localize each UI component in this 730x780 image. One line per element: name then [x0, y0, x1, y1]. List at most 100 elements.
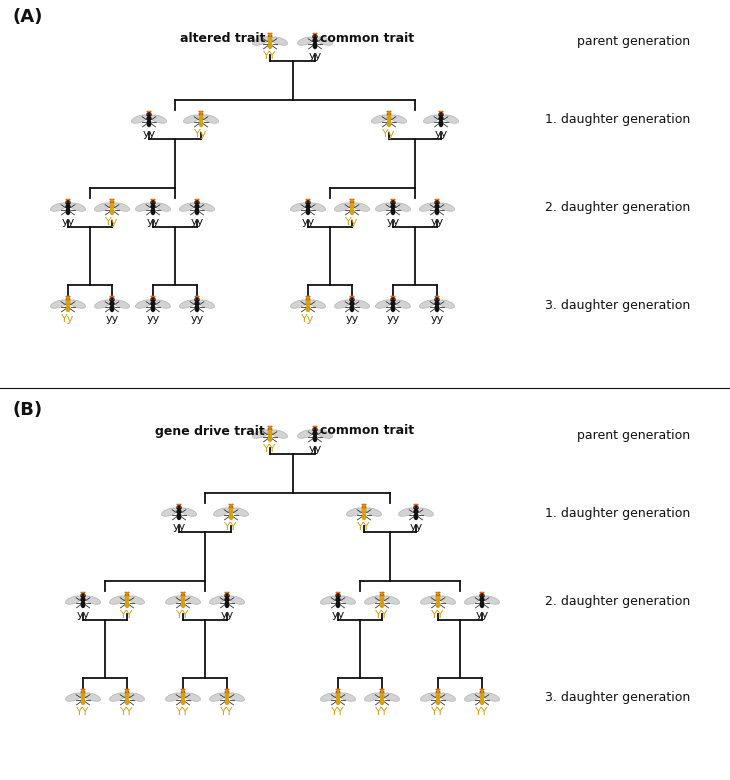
Ellipse shape — [180, 601, 185, 608]
Text: 1. daughter generation: 1. daughter generation — [545, 114, 690, 126]
Circle shape — [437, 592, 439, 594]
Ellipse shape — [136, 300, 152, 308]
Circle shape — [351, 296, 353, 297]
Ellipse shape — [228, 512, 234, 520]
Ellipse shape — [154, 300, 171, 308]
Circle shape — [361, 505, 366, 510]
Ellipse shape — [361, 512, 366, 520]
Circle shape — [353, 296, 355, 297]
Ellipse shape — [180, 508, 196, 516]
Circle shape — [434, 200, 439, 205]
Text: YY: YY — [331, 707, 345, 718]
Circle shape — [225, 594, 226, 596]
Circle shape — [196, 296, 198, 297]
Circle shape — [225, 691, 226, 693]
Circle shape — [383, 594, 384, 596]
Ellipse shape — [66, 207, 71, 215]
Circle shape — [391, 296, 392, 297]
Circle shape — [390, 111, 391, 112]
Circle shape — [150, 297, 155, 303]
Circle shape — [148, 111, 150, 112]
Circle shape — [309, 298, 310, 300]
Circle shape — [268, 428, 269, 430]
Ellipse shape — [80, 597, 85, 602]
Circle shape — [480, 593, 485, 598]
Text: YY: YY — [264, 445, 277, 455]
Ellipse shape — [464, 693, 481, 701]
Circle shape — [349, 297, 355, 303]
Circle shape — [125, 594, 126, 596]
Circle shape — [269, 33, 271, 34]
Circle shape — [124, 690, 130, 695]
Ellipse shape — [224, 597, 230, 602]
Text: yy: yy — [308, 51, 322, 62]
Ellipse shape — [110, 693, 126, 701]
Ellipse shape — [339, 693, 356, 701]
Text: yy: yy — [431, 314, 444, 324]
Circle shape — [80, 593, 85, 598]
Circle shape — [391, 199, 392, 200]
Circle shape — [128, 594, 129, 596]
Circle shape — [181, 691, 182, 693]
Circle shape — [481, 689, 483, 690]
Text: yy: yy — [147, 218, 160, 227]
Text: yy: yy — [77, 611, 90, 620]
Text: YY: YY — [375, 611, 389, 620]
Circle shape — [83, 594, 85, 596]
Ellipse shape — [380, 697, 385, 705]
Ellipse shape — [166, 596, 182, 604]
Circle shape — [363, 504, 365, 505]
Circle shape — [146, 112, 152, 117]
Circle shape — [110, 199, 111, 200]
Ellipse shape — [228, 693, 245, 701]
Circle shape — [437, 201, 439, 203]
Text: yy: yy — [308, 445, 322, 455]
Ellipse shape — [177, 509, 182, 514]
Circle shape — [438, 112, 444, 117]
Circle shape — [349, 200, 355, 205]
Circle shape — [198, 298, 199, 300]
Circle shape — [312, 34, 318, 39]
Ellipse shape — [150, 301, 155, 306]
Circle shape — [111, 296, 113, 297]
Circle shape — [314, 33, 316, 34]
Circle shape — [228, 689, 229, 690]
Circle shape — [414, 506, 415, 508]
Text: Yy: Yy — [345, 218, 358, 227]
Circle shape — [339, 592, 340, 594]
Text: Yy: Yy — [301, 314, 315, 324]
Ellipse shape — [364, 596, 381, 604]
Circle shape — [383, 592, 385, 594]
Circle shape — [150, 199, 153, 200]
Ellipse shape — [166, 693, 182, 701]
Ellipse shape — [110, 204, 115, 209]
Circle shape — [391, 201, 393, 203]
Circle shape — [181, 594, 182, 596]
Circle shape — [194, 297, 200, 303]
Text: (A): (A) — [12, 8, 42, 26]
Circle shape — [351, 199, 353, 200]
Ellipse shape — [349, 204, 355, 209]
Text: yy: yy — [410, 523, 423, 533]
Ellipse shape — [365, 508, 382, 516]
Circle shape — [199, 111, 200, 112]
Circle shape — [435, 593, 441, 598]
Circle shape — [177, 506, 178, 508]
Ellipse shape — [180, 203, 196, 211]
Ellipse shape — [124, 694, 130, 699]
Ellipse shape — [316, 37, 333, 45]
Text: YY: YY — [431, 707, 445, 718]
Circle shape — [383, 689, 385, 690]
Ellipse shape — [69, 300, 85, 308]
Ellipse shape — [110, 596, 126, 604]
Circle shape — [337, 689, 339, 690]
Ellipse shape — [224, 694, 230, 699]
Ellipse shape — [291, 203, 307, 211]
Circle shape — [69, 296, 71, 297]
Circle shape — [198, 201, 199, 203]
Ellipse shape — [334, 300, 351, 308]
Ellipse shape — [147, 119, 152, 127]
Ellipse shape — [180, 300, 196, 308]
Circle shape — [339, 689, 340, 690]
Ellipse shape — [375, 203, 392, 211]
